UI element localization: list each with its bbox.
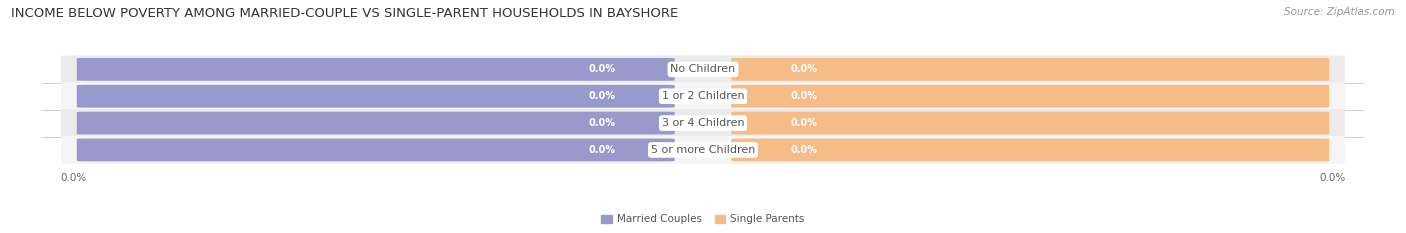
Legend: Married Couples, Single Parents: Married Couples, Single Parents <box>602 214 804 224</box>
Text: 1 or 2 Children: 1 or 2 Children <box>662 91 744 101</box>
Text: 0.0%: 0.0% <box>589 118 616 128</box>
Text: 0.0%: 0.0% <box>589 145 616 155</box>
FancyBboxPatch shape <box>77 58 675 81</box>
FancyBboxPatch shape <box>60 82 1346 110</box>
Text: 3 or 4 Children: 3 or 4 Children <box>662 118 744 128</box>
Text: INCOME BELOW POVERTY AMONG MARRIED-COUPLE VS SINGLE-PARENT HOUSEHOLDS IN BAYSHOR: INCOME BELOW POVERTY AMONG MARRIED-COUPL… <box>11 7 679 20</box>
Text: 0.0%: 0.0% <box>790 91 817 101</box>
FancyBboxPatch shape <box>60 109 1346 137</box>
Text: 0.0%: 0.0% <box>790 145 817 155</box>
FancyBboxPatch shape <box>731 112 1329 134</box>
FancyBboxPatch shape <box>731 85 1329 108</box>
Text: 5 or more Children: 5 or more Children <box>651 145 755 155</box>
Text: 0.0%: 0.0% <box>790 64 817 74</box>
Text: Source: ZipAtlas.com: Source: ZipAtlas.com <box>1284 7 1395 17</box>
FancyBboxPatch shape <box>77 112 675 134</box>
Text: 0.0%: 0.0% <box>589 64 616 74</box>
FancyBboxPatch shape <box>60 55 1346 83</box>
FancyBboxPatch shape <box>731 58 1329 81</box>
FancyBboxPatch shape <box>60 136 1346 164</box>
Text: 0.0%: 0.0% <box>790 118 817 128</box>
FancyBboxPatch shape <box>731 139 1329 161</box>
FancyBboxPatch shape <box>77 139 675 161</box>
Text: 0.0%: 0.0% <box>589 91 616 101</box>
FancyBboxPatch shape <box>77 85 675 108</box>
Text: No Children: No Children <box>671 64 735 74</box>
